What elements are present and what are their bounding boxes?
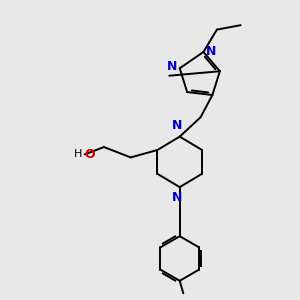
Text: O: O (85, 148, 95, 161)
Text: N: N (172, 119, 182, 133)
Text: N: N (206, 45, 216, 58)
Text: N: N (172, 191, 182, 204)
Text: N: N (167, 60, 177, 73)
Text: H: H (74, 148, 82, 159)
